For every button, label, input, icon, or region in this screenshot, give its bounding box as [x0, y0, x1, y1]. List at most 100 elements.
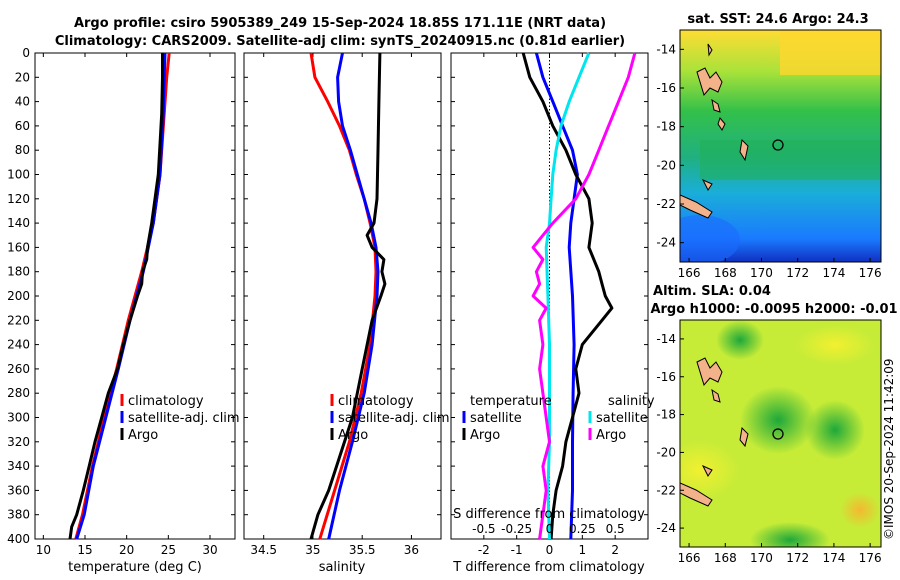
depth-tick-label: 300 — [7, 411, 30, 425]
x-tick-label: 1 — [579, 543, 587, 557]
temperature-panel: 10 15 20 25 30 — [36, 52, 218, 557]
sst-map-ticks: 166 168 170 172 174 176 -14 -16 -18 -20 -22 -24 — [656, 42, 881, 280]
x-tick-label: 35 — [305, 543, 320, 557]
island-coastline — [711, 98, 721, 113]
sla-map-title-line2: Argo h1000: -0.0095 h2000: -0.01 — [650, 302, 897, 317]
island-coastline — [696, 357, 723, 387]
series-line-argo — [68, 53, 164, 540]
map-x-tick-label: 176 — [859, 551, 882, 565]
legend-argo-label: Argo — [128, 428, 158, 443]
island-coastline — [711, 388, 721, 403]
x-tick-label: 30 — [202, 543, 217, 557]
legend-argo-label: Argo — [338, 428, 368, 443]
map-y-tick-label: -16 — [656, 81, 676, 95]
legend-salinity-title: salinity — [608, 394, 655, 409]
x-tick-label: 10 — [36, 543, 51, 557]
legend-satellite-label: satellite-adj. clim — [128, 411, 240, 426]
s-difference-label: S difference from climatology — [453, 507, 645, 522]
depth-tick-label: 200 — [7, 289, 30, 303]
island-coastline — [680, 482, 713, 507]
depth-tick-label: 280 — [7, 386, 30, 400]
sla-low-patch — [740, 386, 816, 454]
sst-map-title: sat. SST: 24.6 Argo: 24.3 — [687, 12, 868, 27]
map-y-tick-label: -14 — [656, 332, 676, 346]
depth-tick-label: 140 — [7, 216, 30, 230]
map-y-tick-label: -20 — [656, 158, 676, 172]
sst-cool-patch — [680, 215, 740, 262]
x-tick-label: 35.5 — [349, 543, 376, 557]
map-y-tick-label: -22 — [656, 483, 676, 497]
x-tick-label: 0 — [546, 543, 554, 557]
map-y-tick-label: -24 — [656, 521, 676, 535]
depth-tick-label: 180 — [7, 265, 30, 279]
s-tick-label: 0 — [546, 522, 554, 536]
timestamp: ©IMOS 20-Sep-2024 11:42:09 — [882, 358, 896, 540]
s-tick-label: -0.5 — [472, 522, 495, 536]
map-x-tick-label: 166 — [678, 551, 701, 565]
map-y-tick-label: -18 — [656, 120, 676, 134]
x-tick-label: 25 — [161, 543, 176, 557]
island-coastline — [680, 194, 713, 219]
x-tick-label: -2 — [478, 543, 490, 557]
s-tick-label: 0.25 — [569, 522, 596, 536]
island-coastline — [739, 138, 749, 162]
sst-map-frame — [679, 29, 882, 263]
island-coastline — [701, 178, 713, 191]
salinity-panel: 34.5 35 35.5 36 — [250, 52, 419, 557]
series-line-argo — [309, 52, 387, 540]
series-line-temperature-argo — [521, 52, 614, 540]
s-tick-label: 0.5 — [606, 522, 625, 536]
salinity-xlabel: salinity — [319, 560, 366, 575]
temperature-xlabel: temperature (deg C) — [68, 560, 202, 575]
map-x-tick-label: 176 — [859, 266, 882, 280]
s-tick-label: -0.25 — [501, 522, 532, 536]
depth-tick-label: 260 — [7, 362, 30, 376]
island-coastline — [717, 116, 726, 131]
sla-high-patch — [795, 325, 875, 365]
difference-legend: temperature satellite Argo salinity sate… — [453, 394, 655, 522]
map-x-tick-label: 172 — [786, 551, 809, 565]
depth-tick-label: 60 — [15, 119, 30, 133]
map-x-tick-label: 174 — [822, 551, 845, 565]
map-y-tick-label: -16 — [656, 370, 676, 384]
x-tick-label: -1 — [511, 543, 523, 557]
map-y-tick-label: -20 — [656, 445, 676, 459]
depth-tick-label: 380 — [7, 508, 30, 522]
depth-tick-label: 240 — [7, 338, 30, 352]
depth-tick-label: 400 — [7, 532, 30, 546]
legend-satellite-label: satellite-adj. clim — [338, 411, 450, 426]
temperature-legend: climatology satellite-adj. clim Argo — [120, 394, 240, 443]
depth-tick-label: 220 — [7, 313, 30, 327]
sla-low-patch — [716, 320, 764, 360]
x-tick-label: 15 — [77, 543, 92, 557]
legend-s-argo-label: Argo — [596, 428, 626, 443]
legend-t-argo-label: Argo — [470, 428, 500, 443]
depth-tick-label: 80 — [15, 143, 30, 157]
sla-map-ticks: 166 168 170 172 174 176 -14 -16 -18 -20 -22 -24 — [656, 332, 881, 565]
series-line-satellite-adj-clim — [327, 52, 380, 540]
x-tick-label: 2 — [611, 543, 619, 557]
x-tick-label: 36 — [404, 543, 419, 557]
island-coastline — [701, 464, 713, 477]
depth-tick-label: 320 — [7, 435, 30, 449]
argo-location-marker — [772, 428, 784, 440]
figure-title-line1: Argo profile: csiro 5905389_249 15-Sep-2… — [74, 16, 606, 31]
map-y-tick-label: -22 — [656, 197, 676, 211]
legend-temperature-title: temperature — [470, 394, 552, 409]
sst-warm-patch — [780, 30, 881, 75]
salinity-legend: climatology satellite-adj. clim Argo — [330, 394, 450, 443]
sla-map — [680, 320, 881, 547]
map-y-tick-label: -18 — [656, 408, 676, 422]
depth-axis: 0 20 40 60 80 100 120 140 160 180 200 220 240 260 280 3… — [7, 46, 648, 546]
map-x-tick-label: 170 — [750, 266, 773, 280]
sla-high-patch — [840, 492, 880, 528]
legend-climatology-label: climatology — [338, 394, 414, 409]
sla-map-frame — [679, 319, 882, 548]
map-x-tick-label: 166 — [678, 266, 701, 280]
map-y-tick-label: -24 — [656, 236, 676, 250]
legend-climatology-label: climatology — [128, 394, 204, 409]
map-x-tick-label: 172 — [786, 266, 809, 280]
argo-location-marker — [772, 139, 784, 151]
figure-title-line2: Climatology: CARS2009. Satellite-adj cli… — [55, 34, 625, 49]
